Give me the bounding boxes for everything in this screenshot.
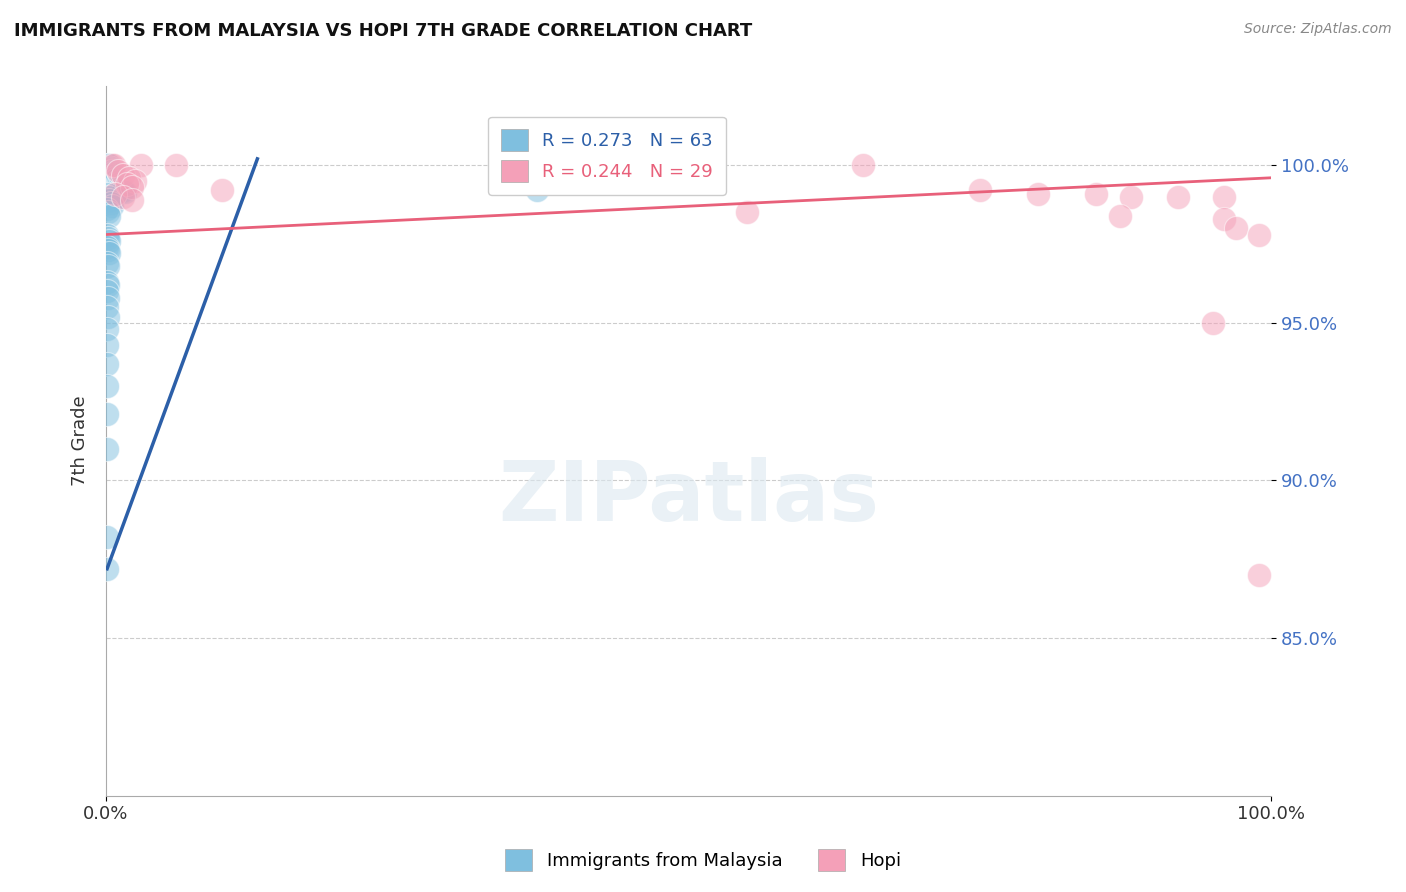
Point: [735, 205, 758, 219]
Point: [96, 338, 118, 352]
Point: [107, 175, 129, 189]
Point: [96, 227, 118, 242]
Point: [97, 158, 120, 172]
Point: [114, 186, 136, 200]
Point: [97, 158, 120, 172]
Point: [100, 199, 122, 213]
Point: [105, 173, 128, 187]
Point: [969, 183, 991, 197]
Point: [96, 379, 118, 393]
Point: [1213, 190, 1236, 204]
Point: [121, 180, 143, 194]
Point: [100, 196, 122, 211]
Point: [100, 161, 122, 176]
Point: [96, 562, 118, 576]
Point: [1085, 186, 1108, 201]
Point: [112, 183, 135, 197]
Point: [96, 357, 118, 371]
Point: [98, 246, 121, 260]
Point: [112, 190, 135, 204]
Point: [97, 190, 120, 204]
Text: Source: ZipAtlas.com: Source: ZipAtlas.com: [1244, 22, 1392, 37]
Point: [108, 178, 131, 192]
Point: [107, 176, 129, 190]
Legend: Immigrants from Malaysia, Hopi: Immigrants from Malaysia, Hopi: [498, 842, 908, 879]
Point: [96, 322, 118, 336]
Point: [101, 166, 124, 180]
Point: [98, 234, 121, 248]
Point: [165, 158, 187, 172]
Point: [96, 285, 118, 299]
Point: [112, 168, 135, 182]
Point: [101, 165, 124, 179]
Point: [104, 170, 127, 185]
Point: [103, 158, 125, 172]
Point: [107, 177, 129, 191]
Point: [104, 186, 127, 201]
Point: [105, 172, 128, 186]
Point: [112, 185, 135, 199]
Point: [108, 178, 131, 193]
Point: [1202, 316, 1225, 330]
Point: [110, 179, 132, 194]
Point: [96, 442, 118, 456]
Point: [96, 202, 118, 217]
Point: [96, 256, 118, 270]
Point: [1249, 568, 1271, 582]
Point: [96, 407, 118, 421]
Point: [1249, 227, 1271, 242]
Point: [115, 177, 138, 191]
Point: [96, 186, 118, 201]
Point: [121, 193, 143, 207]
Point: [96, 275, 118, 289]
Point: [124, 174, 146, 188]
Point: [111, 182, 134, 196]
Text: IMMIGRANTS FROM MALAYSIA VS HOPI 7TH GRADE CORRELATION CHART: IMMIGRANTS FROM MALAYSIA VS HOPI 7TH GRA…: [14, 22, 752, 40]
Point: [1121, 190, 1143, 204]
Point: [100, 164, 122, 178]
Point: [96, 530, 118, 544]
Point: [103, 168, 125, 182]
Y-axis label: 7th Grade: 7th Grade: [72, 396, 89, 486]
Point: [110, 180, 132, 194]
Point: [97, 291, 120, 305]
Point: [107, 174, 129, 188]
Point: [211, 183, 233, 197]
Point: [100, 162, 122, 177]
Point: [111, 181, 134, 195]
Point: [98, 209, 121, 223]
Point: [96, 300, 118, 314]
Point: [97, 259, 120, 273]
Legend: R = 0.273   N = 63, R = 0.244   N = 29: R = 0.273 N = 63, R = 0.244 N = 29: [488, 117, 725, 195]
Point: [98, 158, 121, 172]
Point: [1225, 221, 1247, 235]
Point: [97, 277, 120, 292]
Point: [852, 158, 875, 172]
Point: [526, 183, 548, 197]
Point: [129, 158, 152, 172]
Point: [98, 193, 121, 207]
Point: [100, 164, 122, 178]
Point: [98, 160, 121, 174]
Point: [97, 230, 120, 244]
Point: [97, 244, 120, 258]
Point: [96, 158, 118, 172]
Point: [1213, 211, 1236, 226]
Point: [550, 158, 572, 172]
Text: ZIPatlas: ZIPatlas: [498, 458, 879, 538]
Point: [103, 169, 125, 184]
Point: [96, 240, 118, 254]
Point: [104, 171, 127, 186]
Point: [100, 161, 122, 175]
Point: [1167, 190, 1189, 204]
Point: [97, 310, 120, 324]
Point: [118, 170, 141, 185]
Point: [97, 205, 120, 219]
Point: [1108, 209, 1130, 223]
Point: [107, 164, 129, 178]
Point: [1026, 186, 1049, 201]
Point: [103, 167, 125, 181]
Point: [100, 158, 122, 172]
